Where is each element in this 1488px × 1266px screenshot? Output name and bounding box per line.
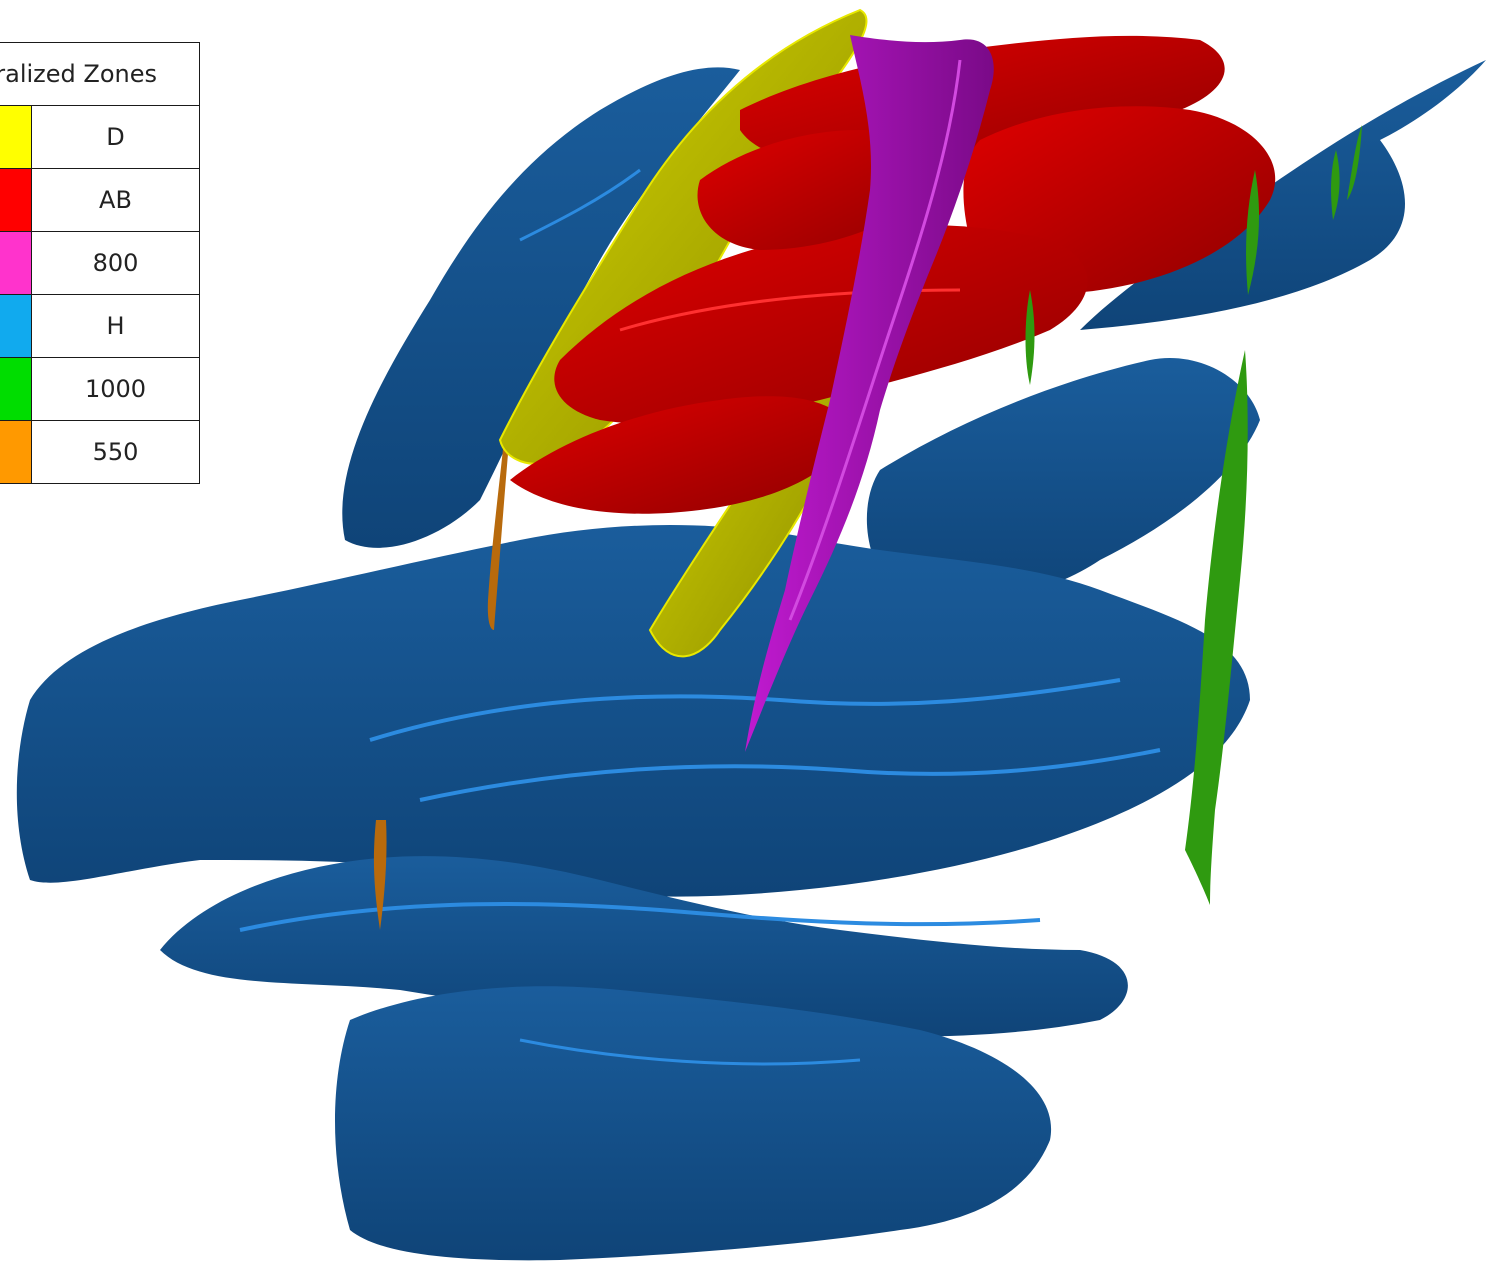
vein-1000-small-2 <box>1331 150 1340 220</box>
ab-lens-lower <box>510 396 850 514</box>
h-edge-highlight-2 <box>419 748 1161 802</box>
legend-swatch <box>0 169 32 231</box>
zone-1000-veins <box>1025 125 1362 905</box>
vein-550-upper <box>487 430 510 630</box>
vein-1000-small-3 <box>1347 125 1362 200</box>
h-lens-main <box>16 525 1250 897</box>
h-lens-right-mid <box>866 358 1260 604</box>
legend-item-1000: 1000 <box>0 358 199 421</box>
legend-label: 800 <box>92 249 139 277</box>
legend-item-ab: AB <box>0 169 199 232</box>
legend-label: D <box>106 123 125 151</box>
legend-swatch <box>0 232 32 294</box>
legend-item-d: D <box>0 106 199 169</box>
legend-swatch <box>0 106 32 168</box>
vein-550-lower <box>373 820 387 930</box>
legend-swatch <box>0 421 32 483</box>
vein-1000-upper <box>1025 290 1035 385</box>
vein-1000-main <box>1185 350 1248 905</box>
h-edge-highlight-5 <box>519 1038 861 1066</box>
legend-swatch <box>0 358 32 420</box>
h-lens-lower-left <box>160 856 1128 1037</box>
legend-item-550: 550 <box>0 421 199 483</box>
legend-label: 550 <box>92 438 139 466</box>
legend-label: AB <box>99 186 132 214</box>
zone-ab-lenses <box>510 35 1276 514</box>
legend-item-h: H <box>0 295 199 358</box>
legend-title: Mineralized Zones <box>0 43 199 106</box>
legend-swatch <box>0 295 32 357</box>
zone-h-lenses <box>16 60 1486 1261</box>
h-edge-highlight-4 <box>519 168 641 242</box>
h-lens-upper-left <box>342 67 740 548</box>
zone-550-veins <box>373 430 510 930</box>
legend-label: 1000 <box>84 375 147 403</box>
h-lens-bottom <box>335 986 1052 1261</box>
legend-label: H <box>106 312 125 340</box>
ab-lens-mid <box>554 225 1088 424</box>
legend: Mineralized Zones D AB 800 H 1000 550 <box>0 42 200 484</box>
h-edge-highlight-1 <box>369 678 1121 742</box>
vein-1000-small-1 <box>1246 170 1260 295</box>
h-edge-highlight-3 <box>239 902 1041 932</box>
pipe-800-highlight <box>788 59 962 621</box>
legend-item-800: 800 <box>0 232 199 295</box>
zone-800-pipe <box>745 35 994 752</box>
